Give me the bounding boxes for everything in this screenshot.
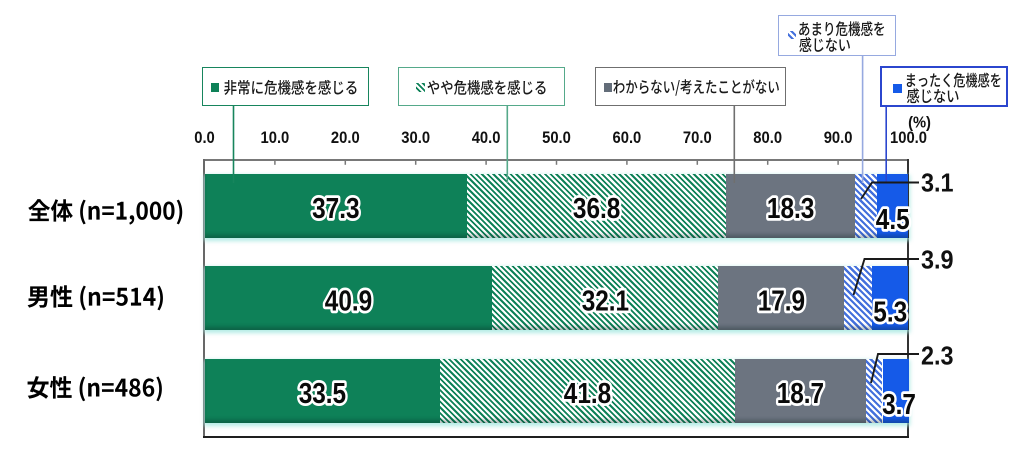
value-label-row1-series3: 18.3 bbox=[767, 192, 814, 224]
x-tick-label: 60.0 bbox=[613, 129, 642, 147]
value-label-row3-series5: 3.7 bbox=[882, 388, 916, 420]
bar-3-segment-not-at-all-concerned bbox=[882, 358, 909, 423]
bar-row-3 bbox=[204, 358, 909, 423]
bar-row-2 bbox=[204, 266, 909, 331]
x-tick-label: 30.0 bbox=[401, 129, 430, 147]
value-label-row1-series5: 4.5 bbox=[876, 203, 910, 235]
plot-border-left bbox=[203, 158, 205, 438]
plot-border-top bbox=[203, 158, 909, 161]
axis-unit-label: (%) bbox=[908, 114, 931, 132]
callout-value-label-3: 2.3 bbox=[921, 342, 954, 370]
x-tick-label: 90.0 bbox=[824, 129, 853, 147]
value-label-row2-series1: 40.9 bbox=[325, 285, 372, 317]
x-tick-label: 100.0 bbox=[890, 129, 927, 147]
x-tick-label: 0.0 bbox=[194, 129, 215, 147]
bar-1-segment-somewhat-concerned bbox=[467, 174, 727, 238]
x-tick-label: 40.0 bbox=[472, 129, 501, 147]
legend-4-label-line-2 bbox=[799, 37, 850, 53]
x-tick-label: 70.0 bbox=[683, 129, 712, 147]
legend-4-label-line-1 bbox=[799, 21, 885, 37]
category-label-1 bbox=[28, 199, 183, 225]
value-label-row3-series3: 18.7 bbox=[777, 377, 824, 409]
legend-marker-1-icon bbox=[211, 83, 220, 92]
value-label-row1-series1: 37.3 bbox=[312, 192, 359, 224]
callout-value-label-1: 3.1 bbox=[921, 169, 954, 197]
callout-line-3 bbox=[870, 353, 919, 384]
bar-1-segment-not-very-concerned bbox=[855, 174, 877, 238]
value-label-row3-series1: 33.5 bbox=[299, 377, 346, 409]
value-label-row2-series2: 32.1 bbox=[582, 285, 629, 317]
bar-row-1 bbox=[204, 174, 909, 238]
bar-3-segment-somewhat-concerned bbox=[440, 358, 735, 423]
x-tick-label: 20.0 bbox=[331, 129, 360, 147]
legend-5-label-line-2 bbox=[906, 88, 959, 104]
legend-marker-4-icon bbox=[787, 31, 796, 40]
bar-2-segment-very-concerned bbox=[204, 266, 493, 331]
bar-3-segment-very-concerned bbox=[204, 358, 441, 423]
legend-marker-2-icon bbox=[416, 83, 425, 92]
legend-marker-5-icon bbox=[892, 84, 902, 94]
bar-2-segment-dont-know bbox=[718, 266, 845, 331]
legend-leader-lines bbox=[232, 56, 888, 183]
x-tick-label: 10.0 bbox=[261, 129, 290, 147]
callout-value-label-2: 3.9 bbox=[921, 246, 954, 274]
legend-1-label bbox=[224, 79, 357, 95]
legend-item-1 bbox=[202, 66, 369, 106]
bar-3-segment-not-very-concerned bbox=[866, 358, 883, 423]
bar-3-segment-dont-know bbox=[734, 358, 867, 423]
plot-border-bottom bbox=[203, 435, 909, 438]
x-tick-label: 80.0 bbox=[753, 129, 782, 147]
legend-item-2 bbox=[398, 66, 565, 106]
bar-1-segment-dont-know bbox=[726, 174, 855, 238]
value-label-row2-series3: 17.9 bbox=[758, 285, 805, 317]
category-label-2 bbox=[27, 285, 163, 311]
bar-2-segment-not-at-all-concerned bbox=[871, 266, 909, 331]
value-label-row3-series2: 41.8 bbox=[564, 377, 611, 409]
value-label-row2-series5: 5.3 bbox=[873, 296, 907, 328]
bar-1-segment-very-concerned bbox=[204, 174, 468, 238]
legend-5-label-line-1 bbox=[906, 72, 1001, 88]
bar-2-segment-somewhat-concerned bbox=[492, 266, 719, 331]
legend-marker-3-icon bbox=[604, 83, 613, 92]
bar-1-segment-not-at-all-concerned bbox=[876, 174, 909, 238]
axis-tick-marks bbox=[274, 160, 839, 165]
legend-2-label bbox=[427, 79, 546, 95]
value-label-row1-series2: 36.8 bbox=[573, 192, 620, 224]
callout-line-1 bbox=[860, 181, 919, 200]
x-tick-label: 50.0 bbox=[542, 129, 571, 147]
x-axis-tick-labels: 0.0 10.0 20.0 30.0 40.0 50.0 60.0 70.0 8… bbox=[194, 129, 927, 147]
callout-line-2 bbox=[852, 258, 919, 296]
legend-3-label bbox=[613, 79, 779, 96]
category-label-3 bbox=[27, 376, 162, 402]
callout-lines bbox=[852, 181, 919, 384]
